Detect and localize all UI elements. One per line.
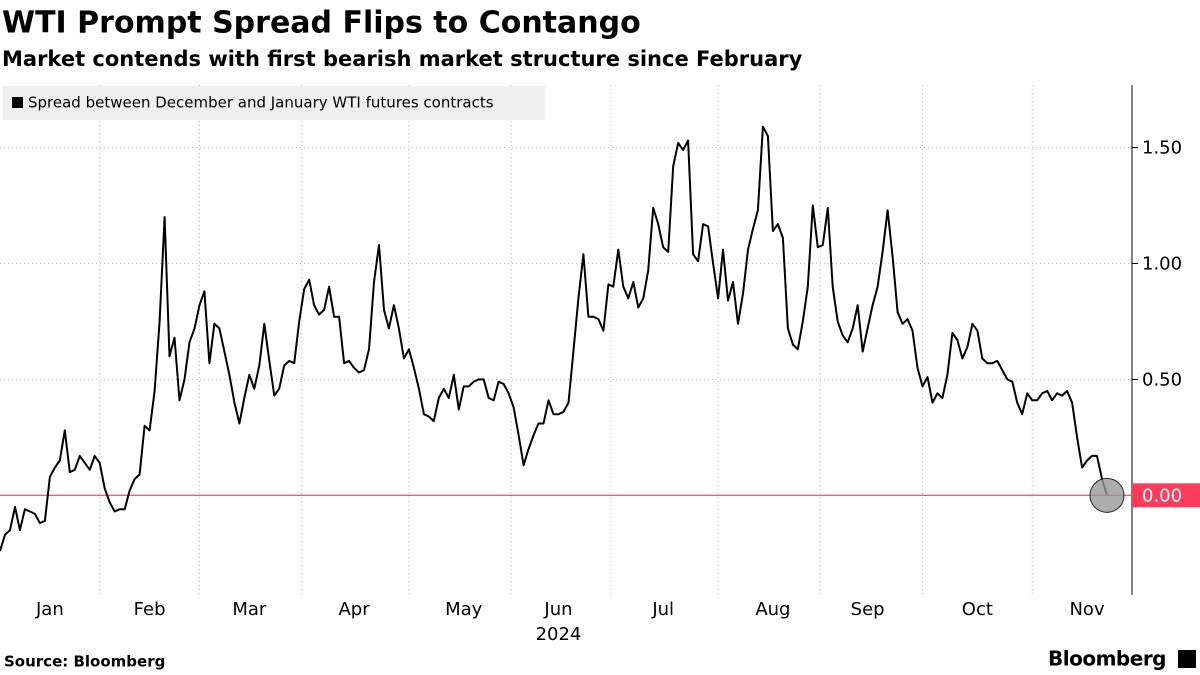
x-sublabel: 2024	[536, 624, 582, 645]
y-tick-label: 0.50	[1142, 369, 1182, 390]
legend-label: Spread between December and January WTI …	[28, 94, 494, 112]
x-tick-label: Sep	[851, 599, 885, 620]
y-tick-label: 1.50	[1142, 138, 1182, 159]
x-tick-label: Apr	[338, 599, 370, 620]
y-tick-label: 1.00	[1142, 254, 1182, 275]
x-tick-label: Nov	[1069, 599, 1104, 620]
chart-title: WTI Prompt Spread Flips to Contango	[2, 6, 641, 41]
x-tick-label: Mar	[232, 599, 267, 620]
legend-box	[3, 86, 545, 120]
chart-subtitle: Market contends with first bearish marke…	[2, 47, 803, 71]
x-tick-label: Jul	[651, 599, 674, 620]
last-point-marker	[1089, 477, 1125, 513]
x-tick-label: Jan	[35, 599, 64, 620]
brand-icon	[1178, 650, 1196, 668]
x-tick-label: Oct	[962, 599, 993, 620]
y-tick-label: 0.00	[1142, 485, 1182, 506]
y-tick-label-box	[1132, 483, 1200, 508]
x-tick-label: May	[445, 599, 483, 620]
x-tick-label: Aug	[755, 599, 790, 620]
legend-swatch	[12, 97, 23, 108]
brand-logo: Bloomberg	[1048, 647, 1166, 671]
x-tick-label: Jun	[543, 599, 572, 620]
x-tick-label: Feb	[134, 599, 166, 620]
source: Source: Bloomberg	[4, 653, 165, 671]
line-series	[0, 125, 1108, 552]
